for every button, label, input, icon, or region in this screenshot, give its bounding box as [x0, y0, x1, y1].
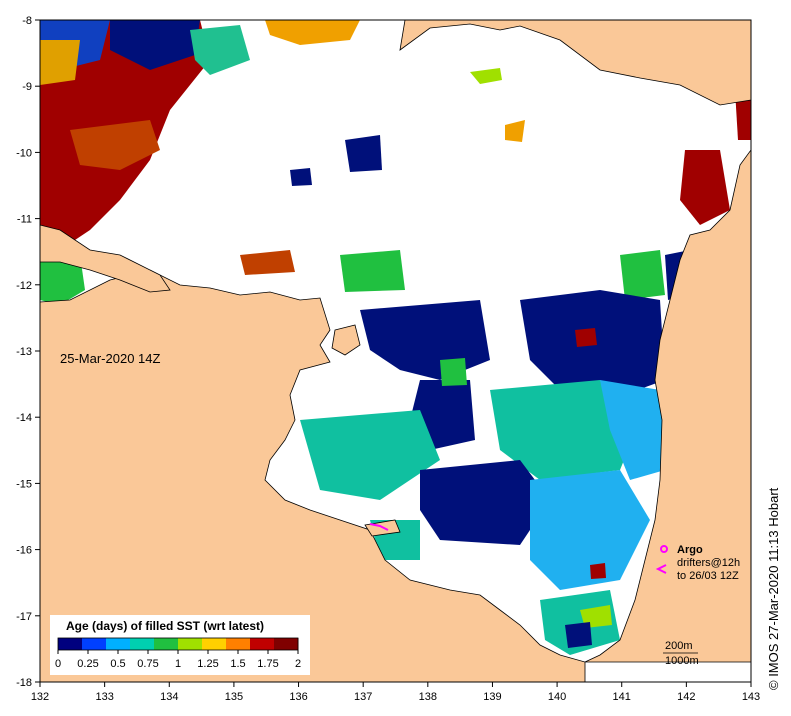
- sst-patch-navy-nw: [110, 20, 200, 70]
- lat-tick-label: -18: [16, 677, 32, 689]
- lon-tick-label: 141: [613, 691, 631, 703]
- colorbar-tick-label: 0.5: [110, 658, 125, 670]
- longitude-axis: 132 133 134 135 136 137 138 139 140 141 142 143: [31, 682, 760, 703]
- sst-patch-teal-n: [190, 25, 250, 75]
- sst-patch-darkred-e: [680, 150, 730, 225]
- land-arnhem-land: [40, 269, 586, 682]
- lon-tick-label: 132: [31, 691, 49, 703]
- drifters-legend-line2: to 26/03 12Z: [677, 570, 739, 582]
- sst-patch-orange-c: [505, 120, 525, 142]
- sst-patch-teal-gulf-c: [490, 380, 640, 480]
- colorbar-tick-labels: 0 0.25 0.5 0.75 1 1.25 1.5 1.75 2: [55, 650, 301, 670]
- lat-tick-label: -15: [16, 478, 32, 490]
- colorbar-swatch: [250, 638, 275, 650]
- lon-tick-label: 137: [354, 691, 372, 703]
- colorbar-tick-label: 1.5: [230, 658, 245, 670]
- colorbar-title: Age (days) of filled SST (wrt latest): [66, 619, 264, 633]
- sst-patch-green-e: [620, 250, 665, 300]
- latitude-axis: -8 -9 -10 -11 -12 -13 -14 -15 -16 -17 -18: [16, 15, 40, 689]
- colorbar-tick-label: 0.75: [137, 658, 158, 670]
- sst-patch-rust-w: [70, 120, 160, 170]
- contour-200m-label: 200m: [665, 640, 693, 652]
- argo-symbol: [660, 545, 668, 553]
- lon-tick-label: 143: [742, 691, 760, 703]
- sst-patch-cyan-gulf-e: [600, 380, 665, 480]
- sst-patch-navy-c: [345, 135, 382, 172]
- colorbar-tick-label: 0.25: [77, 658, 98, 670]
- sst-patch-rust-c: [240, 250, 295, 275]
- sst-patch-green-gulf: [440, 358, 467, 386]
- sst-patch-lime: [470, 68, 502, 84]
- sst-patch-cyan-gulf-s: [530, 470, 650, 590]
- drifters-legend-line1: drifters@12h: [677, 557, 740, 569]
- lat-tick-label: -13: [16, 346, 32, 358]
- lon-tick-label: 138: [419, 691, 437, 703]
- colorbar-swatch: [82, 638, 107, 650]
- lat-tick-label: -11: [17, 214, 32, 226]
- land-cape-york: [584, 149, 751, 663]
- colorbar-swatch: [274, 638, 299, 650]
- lon-tick-label: 136: [289, 691, 307, 703]
- map-plot-area: [40, 20, 751, 682]
- colorbar-tick-label: 0: [55, 658, 61, 670]
- colorbar-swatch: [130, 638, 155, 650]
- drifter-track: [369, 523, 389, 531]
- colorbar-swatch: [226, 638, 251, 650]
- land-groote-eylandt: [331, 324, 361, 356]
- colorbar-swatch: [154, 638, 179, 650]
- colorbar-swatch: [58, 638, 83, 650]
- sst-patch-darkred-gulf2: [590, 563, 606, 579]
- land-new-guinea: [399, 20, 751, 106]
- sst-patch-darkred-ne: [735, 90, 751, 140]
- colorbar-swatch: [178, 638, 203, 650]
- sst-patch-darkred-gulf: [575, 328, 597, 347]
- lon-tick-label: 134: [160, 691, 178, 703]
- land: [40, 20, 751, 682]
- sst-data-patches: [40, 20, 751, 655]
- lat-tick-label: -12: [16, 280, 32, 292]
- colorbar-tick-label: 1.25: [197, 658, 218, 670]
- lat-tick-label: -8: [22, 15, 32, 27]
- colorbar-tick-label: 2: [295, 658, 301, 670]
- sst-patch-teal-south: [540, 590, 620, 655]
- sst-patch-orange-n: [265, 20, 360, 45]
- colorbar-tick-label: 1.75: [257, 658, 278, 670]
- sst-patch-navy-gulf-s: [420, 460, 550, 545]
- contour-legend: 200m 1000m: [663, 640, 699, 667]
- lon-tick-label: 135: [225, 691, 243, 703]
- date-label: 25-Mar-2020 14Z: [60, 351, 160, 366]
- sst-patch-green-c: [340, 250, 405, 292]
- sst-patch-navy-south: [565, 622, 592, 648]
- sst-patch-teal-gulf-w: [300, 410, 440, 500]
- symbol-legend: Argo drifters@12h to 26/03 12Z: [655, 544, 740, 582]
- lon-tick-label: 139: [483, 691, 501, 703]
- lat-tick-label: -9: [22, 81, 32, 93]
- drifter-symbol: [655, 564, 667, 574]
- lat-tick-label: -16: [16, 545, 32, 557]
- argo-legend-label: Argo: [677, 544, 703, 556]
- contour-1000m-label: 1000m: [665, 655, 699, 667]
- lon-tick-label: 133: [95, 691, 113, 703]
- lon-tick-label: 140: [548, 691, 566, 703]
- colorbar-swatches: [58, 638, 299, 650]
- lon-tick-label: 142: [677, 691, 695, 703]
- sst-patch-navy-c2: [290, 168, 312, 186]
- lat-tick-label: -14: [16, 412, 32, 424]
- credit-text: © IMOS 27-Mar-2020 11:13 Hobart: [766, 487, 781, 690]
- colorbar-swatch: [202, 638, 227, 650]
- sst-patch-orange-nw: [40, 40, 80, 85]
- land-peninsula-nw: [40, 224, 171, 293]
- lat-tick-label: -17: [16, 611, 32, 623]
- colorbar-swatch: [106, 638, 131, 650]
- lat-tick-label: -10: [16, 147, 32, 159]
- colorbar-tick-label: 1: [175, 658, 181, 670]
